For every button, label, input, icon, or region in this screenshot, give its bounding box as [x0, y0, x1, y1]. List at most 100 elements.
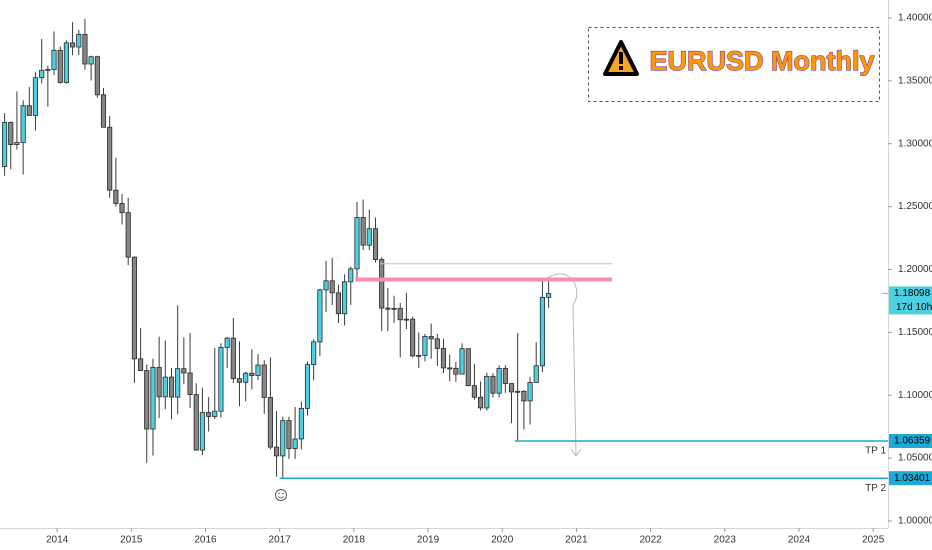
candle-body: [20, 105, 26, 143]
candle-body: [335, 292, 341, 315]
candle-body: [372, 228, 379, 260]
smiley: [275, 489, 287, 501]
candle-body: [317, 289, 323, 343]
chart-title: EURUSD Monthly: [650, 46, 875, 76]
candle-body: [440, 348, 447, 369]
candle-body: [453, 367, 459, 375]
candle-body: [175, 368, 181, 398]
candle-body: [311, 341, 317, 366]
current-price-tag: [889, 286, 932, 315]
candle-body: [14, 142, 20, 146]
candle-body: [397, 307, 403, 321]
candle-body: [329, 280, 335, 294]
candle-body: [63, 42, 69, 83]
x-tick-label: 2020: [491, 535, 514, 546]
candle-body: [323, 280, 329, 291]
candle-body: [32, 77, 39, 116]
target-label: TP 1: [865, 446, 886, 457]
candle-body: [138, 358, 144, 371]
y-tick-label: 1.00000: [898, 516, 932, 527]
candle-body: [508, 383, 515, 393]
x-tick-label: 2024: [788, 535, 811, 546]
x-tick-label: 2016: [194, 535, 217, 546]
candle-body: [224, 337, 230, 348]
candle-body: [181, 368, 187, 374]
candle-body: [88, 56, 94, 65]
candle-body: [298, 408, 304, 440]
candle-body: [144, 370, 150, 430]
title-box: [588, 27, 880, 102]
candle-body: [280, 420, 286, 457]
x-tick-label: 2014: [46, 535, 69, 546]
candle-body: [410, 318, 416, 357]
candle-body: [478, 396, 484, 409]
x-tick-label: 2015: [120, 535, 143, 546]
price-tag: [889, 433, 932, 448]
y-tick-label: 1.30000: [898, 138, 932, 149]
candle-body: [255, 364, 261, 376]
candle-body: [539, 296, 546, 367]
candle-body: [100, 94, 107, 128]
candle-body: [236, 378, 243, 383]
projection-arrow: [546, 273, 582, 457]
y-tick-label: 1.35000: [898, 75, 932, 86]
x-tick-label: 2021: [565, 535, 588, 546]
candle-body: [261, 364, 267, 398]
candle-body: [366, 228, 372, 246]
candle-body: [490, 375, 496, 394]
candle-body: [150, 367, 156, 430]
x-tick-label: 2018: [343, 535, 366, 546]
candle-body: [26, 105, 32, 116]
candle-body: [403, 318, 409, 321]
candle-body: [69, 42, 76, 48]
y-tick-label: 1.20000: [898, 264, 932, 275]
candle-body: [422, 336, 428, 356]
candle-body: [342, 281, 348, 315]
candle-body: [57, 49, 63, 83]
candle-body: [521, 390, 527, 402]
candle-body: [471, 385, 477, 398]
candle-body: [391, 307, 397, 310]
candle-body: [76, 34, 82, 48]
candle-body: [286, 420, 292, 449]
candle-body: [51, 49, 57, 70]
candle-body: [156, 367, 162, 398]
candle-body: [2, 122, 8, 168]
candle-body: [82, 34, 88, 65]
candle-body: [94, 56, 100, 96]
y-tick-label: 1.15000: [898, 327, 932, 338]
candle-body: [267, 397, 273, 448]
candle-body: [447, 367, 453, 370]
countdown-label: 17d 10h: [896, 302, 932, 313]
x-tick-label: 2025: [862, 535, 885, 546]
candle-body: [292, 438, 298, 449]
candle-body: [484, 375, 490, 409]
plot: [2, 18, 552, 479]
candle-body: [459, 348, 465, 375]
warning-icon: [603, 40, 639, 76]
current-price-label: 1.18098: [894, 288, 931, 299]
candle-body: [465, 348, 471, 387]
candle-body: [434, 338, 440, 349]
candle-body: [546, 292, 552, 298]
candle-body: [243, 372, 249, 383]
y-tick-label: 1.05000: [898, 453, 932, 464]
candle-body: [8, 122, 14, 146]
candle-body: [119, 203, 125, 214]
candle-body: [45, 69, 51, 71]
candle-body: [360, 217, 366, 246]
candle-body: [502, 368, 508, 384]
x-tick-label: 2017: [269, 535, 292, 546]
candle-body: [354, 217, 360, 270]
candle-body: [527, 381, 533, 402]
y-tick-label: 1.40000: [898, 13, 932, 24]
candle-body: [162, 376, 168, 398]
candle-body: [385, 307, 391, 310]
price-tag-label: 1.03401: [894, 473, 931, 484]
candle-body: [416, 354, 422, 357]
price-tag-label: 1.06359: [894, 436, 931, 447]
candle-body: [496, 368, 502, 394]
candle-body: [515, 390, 521, 393]
candle-body: [428, 336, 434, 340]
